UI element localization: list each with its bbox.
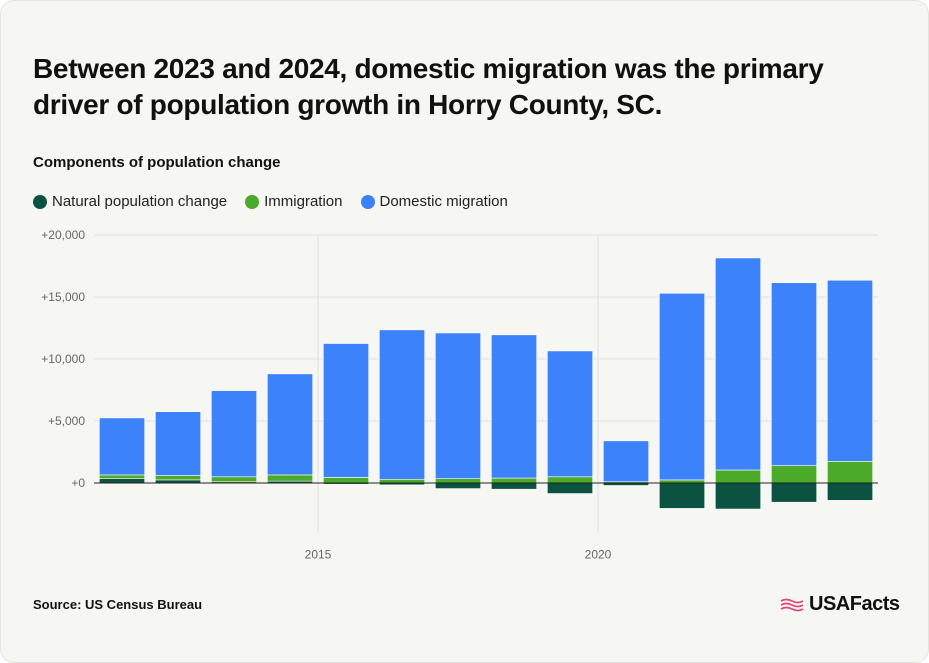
bar-natural-2023 <box>771 482 817 503</box>
bar-immigration-2013 <box>211 476 257 483</box>
bar-domestic-2020 <box>603 440 649 483</box>
bar-domestic-2018 <box>491 334 537 479</box>
bar-domestic-2015 <box>323 343 369 478</box>
chart-subtitle: Components of population change <box>33 154 281 171</box>
bar-immigration-2024 <box>827 461 873 484</box>
legend-item-domestic: Domestic migration <box>360 193 508 210</box>
bar-immigration-2011 <box>99 474 145 479</box>
bar-natural-2011 <box>99 478 145 484</box>
bar-layer <box>94 257 878 510</box>
bar-natural-2019 <box>547 482 593 494</box>
bar-immigration-2023 <box>771 465 817 484</box>
y-tick-label: +5,000 <box>48 414 85 428</box>
bar-domestic-2019 <box>547 350 593 478</box>
page-title: Between 2023 and 2024, domestic migratio… <box>33 53 824 120</box>
bar-immigration-2016 <box>379 478 425 484</box>
chart-legend: Natural population change Immigration Do… <box>33 193 526 210</box>
brand-logo[interactable]: USAFacts <box>780 593 900 616</box>
bar-domestic-2024 <box>827 279 873 462</box>
y-tick-label: +20,000 <box>41 228 85 242</box>
bar-immigration-2012 <box>155 475 201 481</box>
bar-immigration-2017 <box>435 478 481 484</box>
brand-name: USAFacts <box>809 593 900 615</box>
bar-domestic-2011 <box>99 417 145 476</box>
bar-domestic-2017 <box>435 332 481 479</box>
bar-immigration-2015 <box>323 477 369 484</box>
bar-immigration-2014 <box>267 474 313 482</box>
population-change-chart: +0 +5,000 +10,000 +15,000 +20,000 2015 2020 <box>41 228 878 562</box>
legend-item-natural: Natural population change <box>33 193 227 210</box>
bar-natural-2017 <box>435 482 481 489</box>
bar-domestic-2022 <box>715 257 761 471</box>
bar-immigration-2018 <box>491 477 537 484</box>
bar-natural-2021 <box>659 482 705 509</box>
legend-swatch-natural <box>33 194 47 209</box>
bar-immigration-2019 <box>547 476 593 484</box>
x-tick-label: 2020 <box>585 548 612 562</box>
bar-natural-2022 <box>715 482 761 510</box>
bar-domestic-2016 <box>379 329 425 480</box>
source-note: Source: US Census Bureau <box>33 597 203 612</box>
bar-natural-2018 <box>491 482 537 490</box>
bar-natural-2024 <box>827 482 873 501</box>
y-tick-label: +0 <box>71 476 85 490</box>
x-tick-label: 2015 <box>305 548 332 562</box>
legend-swatch-domestic <box>360 194 375 209</box>
bar-domestic-2023 <box>771 282 817 466</box>
y-tick-label: +10,000 <box>41 352 85 366</box>
bar-domestic-2021 <box>659 292 705 481</box>
legend-label-natural: Natural population change <box>52 193 228 210</box>
label-layer: +0 +5,000 +10,000 +15,000 +20,000 2015 2020 <box>41 228 611 562</box>
bar-domestic-2013 <box>211 390 257 478</box>
usafacts-flag-icon <box>780 598 804 611</box>
legend-label-immigration: Immigration <box>264 193 343 210</box>
bar-domestic-2012 <box>155 411 201 476</box>
bar-immigration-2022 <box>715 469 761 484</box>
y-tick-label: +15,000 <box>41 290 85 304</box>
legend-item-immigration: Immigration <box>245 193 343 210</box>
legend-swatch-immigration <box>245 194 260 209</box>
legend-label-domestic: Domestic migration <box>379 193 508 210</box>
bar-domestic-2014 <box>267 373 313 476</box>
